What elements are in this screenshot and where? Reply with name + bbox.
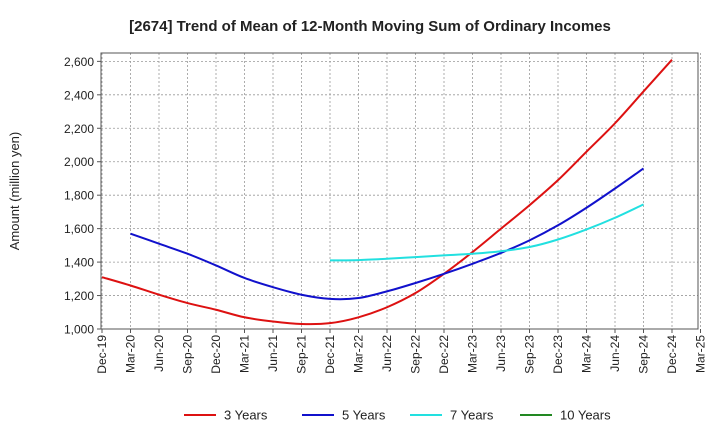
series-line-7-years [329,203,644,262]
series-line-3-years [101,59,673,326]
legend-label-5-years: 5 Years [342,408,386,423]
y-tick-label: 1,400 [64,256,94,270]
series-line-5-years [130,167,645,301]
x-tick-label: Mar-24 [580,335,594,373]
chart-title: [2674] Trend of Mean of 12-Month Moving … [129,18,611,35]
x-tick-label: Jun-21 [266,335,280,372]
x-tick-label: Mar-23 [466,335,480,373]
y-axis-label: Amount (million yen) [7,132,22,251]
y-tick-label: 1,600 [64,222,94,236]
legend-label-3-years: 3 Years [224,408,268,423]
x-tick-label: Dec-23 [551,335,565,374]
plot-area-frame [100,52,699,330]
x-tick-label: Sep-21 [295,335,309,374]
x-tick-label: Sep-23 [523,335,537,374]
x-tick-label: Jun-23 [494,335,508,372]
x-tick-label: Sep-22 [409,335,423,374]
y-tick-label: 2,400 [64,88,94,102]
series-layer [101,59,673,326]
y-tick-label: 2,000 [64,155,94,169]
x-axis: Dec-19 Mar-20 Jun-20 Sep-20 Dec-20 Mar-21 Jun-… [95,329,708,374]
x-tick-label: Mar-21 [238,335,252,373]
x-tick-label: Mar-20 [124,335,138,373]
x-tick-label: Sep-20 [181,335,195,374]
y-tick-label: 2,600 [64,55,94,69]
x-tick-label: Sep-24 [637,335,651,374]
y-tick-label: 1,000 [64,323,94,337]
legend-label-7-years: 7 Years [450,408,494,423]
x-tick-label: Dec-22 [437,335,451,374]
x-tick-label: Jun-20 [152,335,166,372]
x-tick-label: Dec-21 [323,335,337,374]
y-tick-label: 2,200 [64,122,94,136]
y-tick-label: 1,800 [64,189,94,203]
x-tick-label: Dec-24 [665,335,679,374]
legend: 3 Years 5 Years 7 Years 10 Years [184,408,611,423]
x-tick-label: Mar-25 [694,335,708,373]
grid [101,53,701,330]
x-tick-label: Mar-22 [352,335,366,373]
y-axis: 1,000 1,200 1,400 1,600 1,800 2,000 2,200 2,400… [64,55,101,337]
x-tick-label: Jun-22 [380,335,394,372]
x-tick-label: Dec-20 [209,335,223,374]
x-tick-label: Dec-19 [95,335,109,374]
y-tick-label: 1,200 [64,289,94,303]
legend-label-10-years: 10 Years [560,408,611,423]
x-tick-label: Jun-24 [608,335,622,372]
